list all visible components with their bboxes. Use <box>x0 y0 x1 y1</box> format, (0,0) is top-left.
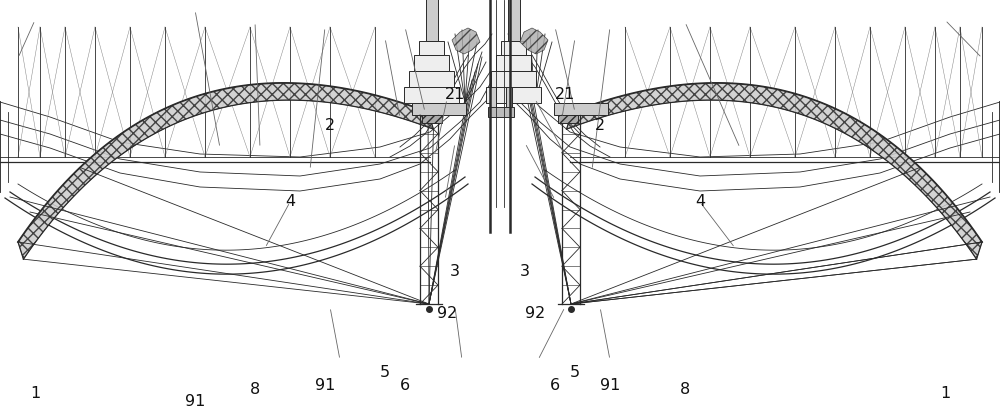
Text: 21: 21 <box>555 87 575 102</box>
Bar <box>426 0 438 41</box>
Bar <box>496 55 531 71</box>
Bar <box>501 41 526 55</box>
Bar <box>414 55 449 71</box>
Text: 91: 91 <box>185 394 205 409</box>
Bar <box>419 41 444 55</box>
Polygon shape <box>567 83 982 259</box>
Bar <box>491 71 536 87</box>
Bar <box>422 115 442 123</box>
Text: 4: 4 <box>695 194 705 209</box>
Polygon shape <box>452 28 480 54</box>
Text: 4: 4 <box>285 194 295 209</box>
Polygon shape <box>18 83 433 259</box>
Bar <box>412 103 466 115</box>
Text: 91: 91 <box>600 378 620 393</box>
Bar <box>488 107 514 117</box>
Bar <box>554 103 608 115</box>
Text: 92: 92 <box>437 306 457 321</box>
Text: 91: 91 <box>315 378 335 393</box>
Bar <box>404 87 459 103</box>
Text: 3: 3 <box>520 265 530 279</box>
Bar <box>506 87 512 107</box>
Text: 3: 3 <box>450 265 460 279</box>
Text: 6: 6 <box>400 378 410 393</box>
Text: 21: 21 <box>445 87 465 102</box>
Text: 2: 2 <box>325 118 335 133</box>
Text: 1: 1 <box>30 386 40 401</box>
Text: 1: 1 <box>940 386 950 401</box>
Text: 5: 5 <box>570 365 580 380</box>
Polygon shape <box>520 28 548 54</box>
Text: 5: 5 <box>380 365 390 380</box>
Text: 6: 6 <box>550 378 560 393</box>
Text: 92: 92 <box>525 306 545 321</box>
Text: 8: 8 <box>680 382 690 397</box>
Bar <box>409 71 454 87</box>
Bar <box>486 87 541 103</box>
Bar <box>558 115 578 123</box>
Bar <box>508 0 520 41</box>
Text: 2: 2 <box>595 118 605 133</box>
Text: 8: 8 <box>250 382 260 397</box>
Bar <box>490 87 496 107</box>
